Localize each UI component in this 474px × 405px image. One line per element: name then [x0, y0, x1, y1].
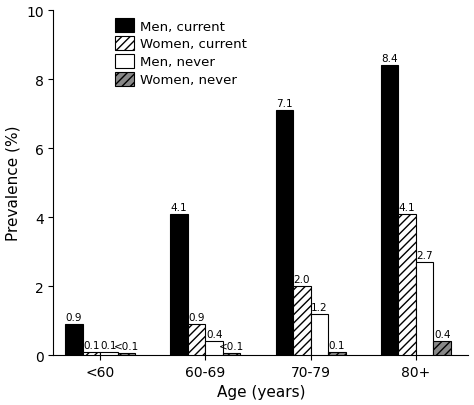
Bar: [310, 314, 328, 355]
Text: 7.1: 7.1: [276, 99, 292, 109]
Bar: [188, 324, 205, 355]
Text: 0.9: 0.9: [188, 312, 205, 322]
Text: 0.4: 0.4: [434, 330, 450, 339]
Bar: [433, 341, 451, 355]
Bar: [398, 214, 416, 355]
Text: 4.1: 4.1: [171, 202, 187, 212]
Text: 2.0: 2.0: [293, 275, 310, 284]
X-axis label: Age (years): Age (years): [217, 384, 305, 399]
Bar: [82, 352, 100, 355]
Bar: [416, 262, 433, 355]
Bar: [275, 111, 293, 355]
Text: <0.1: <0.1: [219, 341, 245, 352]
Bar: [223, 354, 240, 355]
Bar: [328, 352, 346, 355]
Bar: [118, 354, 135, 355]
Text: 2.7: 2.7: [416, 250, 433, 260]
Bar: [65, 324, 82, 355]
Bar: [170, 214, 188, 355]
Bar: [205, 341, 223, 355]
Text: 4.1: 4.1: [399, 202, 415, 212]
Y-axis label: Prevalence (%): Prevalence (%): [6, 126, 20, 241]
Text: 0.1: 0.1: [328, 340, 345, 350]
Legend: Men, current, Women, current, Men, never, Women, never: Men, current, Women, current, Men, never…: [114, 17, 248, 88]
Text: 1.2: 1.2: [311, 302, 328, 312]
Text: 0.1: 0.1: [83, 340, 100, 350]
Text: 0.9: 0.9: [66, 312, 82, 322]
Text: 8.4: 8.4: [381, 54, 398, 64]
Bar: [100, 352, 118, 355]
Text: <0.1: <0.1: [114, 341, 139, 352]
Bar: [381, 66, 398, 355]
Bar: [293, 286, 310, 355]
Text: 0.1: 0.1: [101, 340, 117, 350]
Text: 0.4: 0.4: [206, 330, 222, 339]
